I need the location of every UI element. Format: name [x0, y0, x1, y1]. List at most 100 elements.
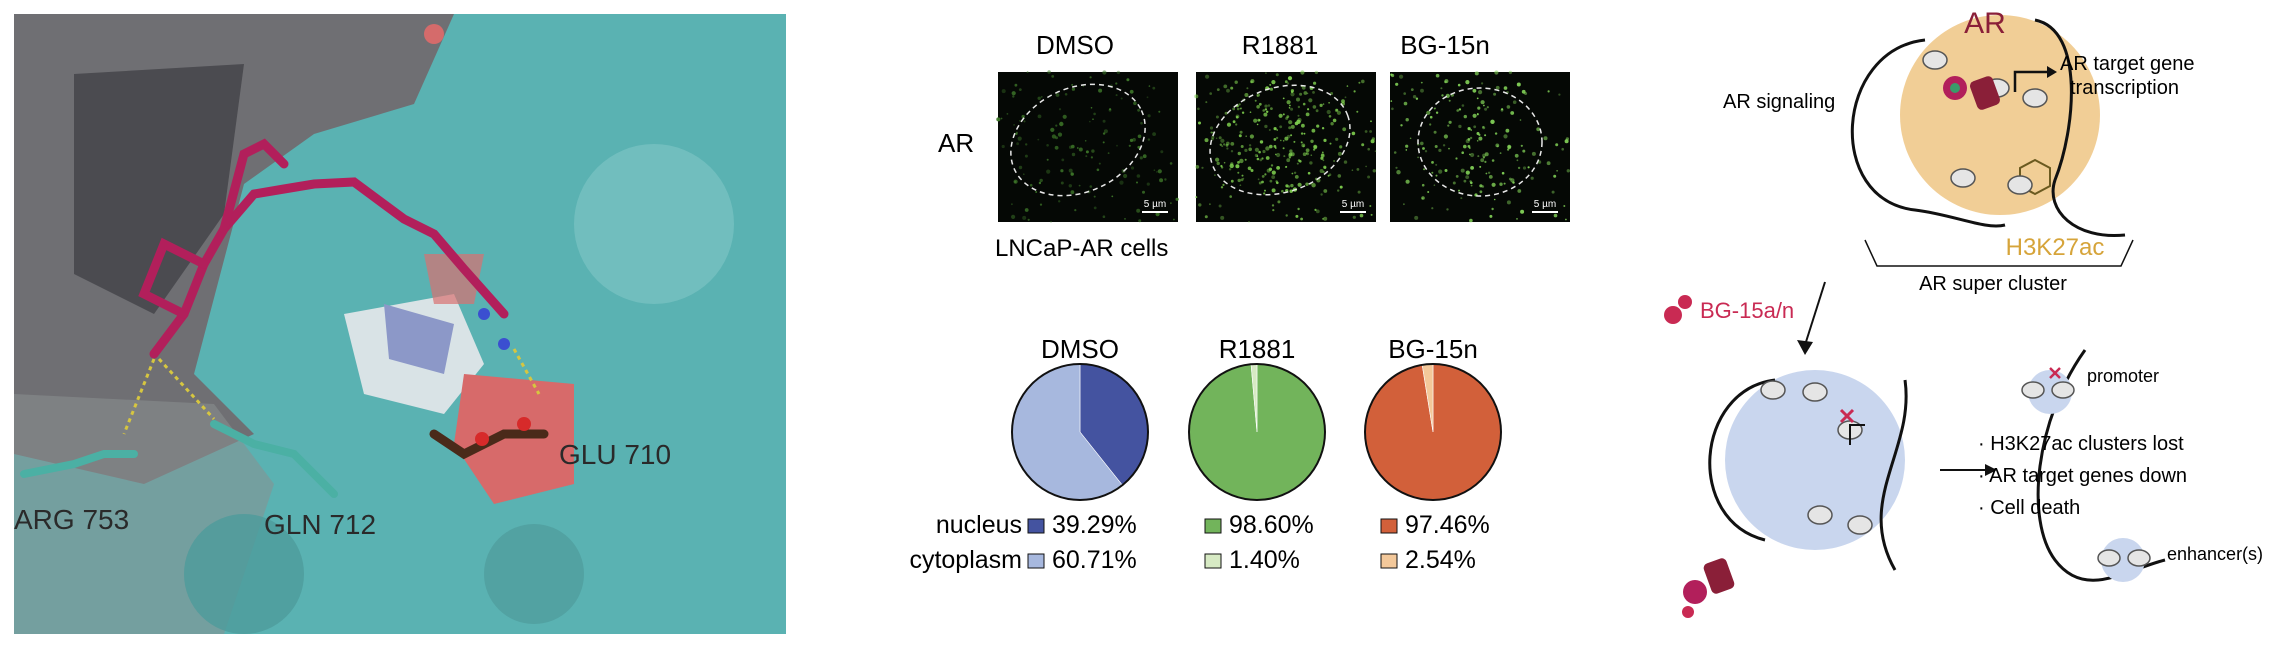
fluorescence-dot	[1484, 161, 1486, 163]
fluorescence-dot	[1232, 108, 1235, 111]
fluorescence-dot	[1272, 209, 1274, 211]
fluorescence-dot	[1468, 138, 1471, 141]
fluorescence-dot	[1520, 119, 1522, 121]
fluorescence-dot	[1071, 172, 1074, 175]
fluorescence-dot	[1148, 138, 1150, 140]
ar-signaling-label: AR signaling	[1723, 91, 1835, 113]
fluorescence-dot	[1531, 177, 1534, 180]
fluorescence-dot	[1487, 106, 1489, 108]
ar-protein-bottom	[1702, 557, 1735, 595]
outcome-2: · AR target genes down	[1978, 465, 2187, 487]
fluorescence-dot	[1219, 136, 1222, 139]
fluorescence-dot	[1052, 134, 1056, 138]
fluorescence-dot	[1059, 108, 1061, 110]
fluorescence-dot	[1149, 85, 1151, 87]
fluorescence-dot	[1137, 109, 1140, 112]
fluorescence-dot	[1394, 151, 1397, 154]
fluorescence-dot	[1124, 218, 1126, 220]
fluorescence-dot	[1435, 164, 1437, 166]
fluorescence-dot	[1489, 175, 1493, 179]
fluorescence-dot	[1262, 150, 1265, 153]
fluorescence-dot	[1051, 75, 1054, 78]
fluorescence-dot	[1223, 143, 1225, 145]
fluorescence-dot	[1046, 144, 1049, 147]
fluorescence-dot	[1238, 152, 1241, 155]
fluorescence-dot	[1238, 103, 1240, 105]
fluorescence-dot	[1271, 80, 1275, 84]
fluorescence-dot	[1312, 129, 1316, 133]
fluorescence-dot	[1330, 143, 1332, 145]
fluorescence-dot	[1129, 145, 1131, 147]
fluorescence-dot	[1507, 105, 1511, 109]
fluorescence-dot	[1473, 125, 1476, 128]
fluorescence-dot	[1458, 125, 1461, 128]
fluorescence-dot	[1548, 90, 1550, 92]
fluorescence-dot	[1237, 108, 1240, 111]
fluorescence-dot	[1147, 183, 1150, 186]
fluorescence-dot	[1524, 92, 1527, 95]
fluorescence-dot	[1288, 76, 1292, 80]
fluorescence-dot	[1477, 155, 1479, 157]
fluorescence-dot	[1138, 135, 1142, 139]
fluorescence-dot	[1468, 128, 1470, 130]
fluorescence-dot	[1253, 119, 1257, 123]
fluorescence-dot	[1077, 147, 1079, 149]
fluorescence-dot	[1090, 185, 1093, 188]
fluorescence-dot	[1176, 198, 1179, 201]
fluorescence-dot	[1271, 175, 1275, 179]
fluorescence-dot	[1292, 173, 1294, 175]
fluorescence-dot	[1323, 217, 1327, 221]
fluorescence-dot	[1072, 153, 1075, 156]
fluorescence-dot	[1126, 78, 1129, 81]
fluorescence-dot	[1013, 124, 1015, 126]
fluorescence-dot	[1456, 175, 1459, 178]
fluorescence-dot	[1040, 204, 1042, 206]
fluorescence-dot	[1024, 120, 1026, 122]
fluorescence-dot	[1265, 72, 1267, 74]
fluorescence-dot	[1358, 191, 1361, 194]
fluorescence-dot	[1565, 139, 1569, 143]
fluorescence-dot	[1097, 169, 1100, 172]
fluorescence-dot	[1508, 146, 1511, 149]
image-header-r1881: R1881	[1242, 30, 1319, 60]
fluorescence-dot	[1028, 219, 1030, 221]
fluorescence-dot	[1338, 152, 1342, 156]
fluorescence-dot	[1245, 159, 1247, 161]
fluorescence-dot	[1136, 209, 1140, 213]
fluorescence-dot	[1477, 140, 1479, 142]
fluorescence-dot	[1274, 128, 1276, 130]
outcome-1: · H3K27ac clusters lost	[1978, 433, 2184, 455]
fluorescence-dot	[1275, 154, 1277, 156]
fluorescence-dot	[1477, 98, 1479, 100]
fluorescence-dot	[1291, 125, 1295, 129]
fluorescence-dot	[1137, 174, 1141, 178]
fluorescence-dot	[1220, 165, 1222, 167]
fluorescence-dot	[1422, 147, 1425, 150]
fluorescence-dot	[1303, 152, 1307, 156]
fluorescence-dot	[1352, 169, 1354, 171]
fluorescence-dot	[1532, 152, 1536, 156]
fluorescence-dot	[1209, 92, 1212, 95]
fluorescence-dot	[1226, 142, 1230, 146]
docking-panel: ARG 753 GLN 712 GLU 710	[14, 14, 786, 634]
fluorescence-dot	[1047, 70, 1051, 74]
fluorescence-dot	[1309, 161, 1312, 164]
fluorescence-dot	[1483, 105, 1485, 107]
fluorescence-dot	[1420, 142, 1424, 146]
fluorescence-dot	[1116, 94, 1118, 96]
fluorescence-dot	[1464, 115, 1467, 118]
fluorescence-dot	[1069, 184, 1072, 187]
fluorescence-dot	[1195, 165, 1199, 169]
fluorescence-dot	[1011, 203, 1013, 205]
fluorescence-dot	[1198, 203, 1201, 206]
fluorescence-dot	[1447, 125, 1449, 127]
fluorescence-dot	[1015, 133, 1017, 135]
fluorescence-dot	[1160, 150, 1163, 153]
fluorescence-dot	[1211, 132, 1213, 134]
fluorescence-dot	[1170, 202, 1172, 204]
fluorescence-dot	[1229, 195, 1232, 198]
fluorescence-dot	[1239, 134, 1242, 137]
fluorescence-dot	[1069, 146, 1072, 149]
fluorescence-dot	[1429, 123, 1431, 125]
fluorescence-dot	[1231, 150, 1233, 152]
